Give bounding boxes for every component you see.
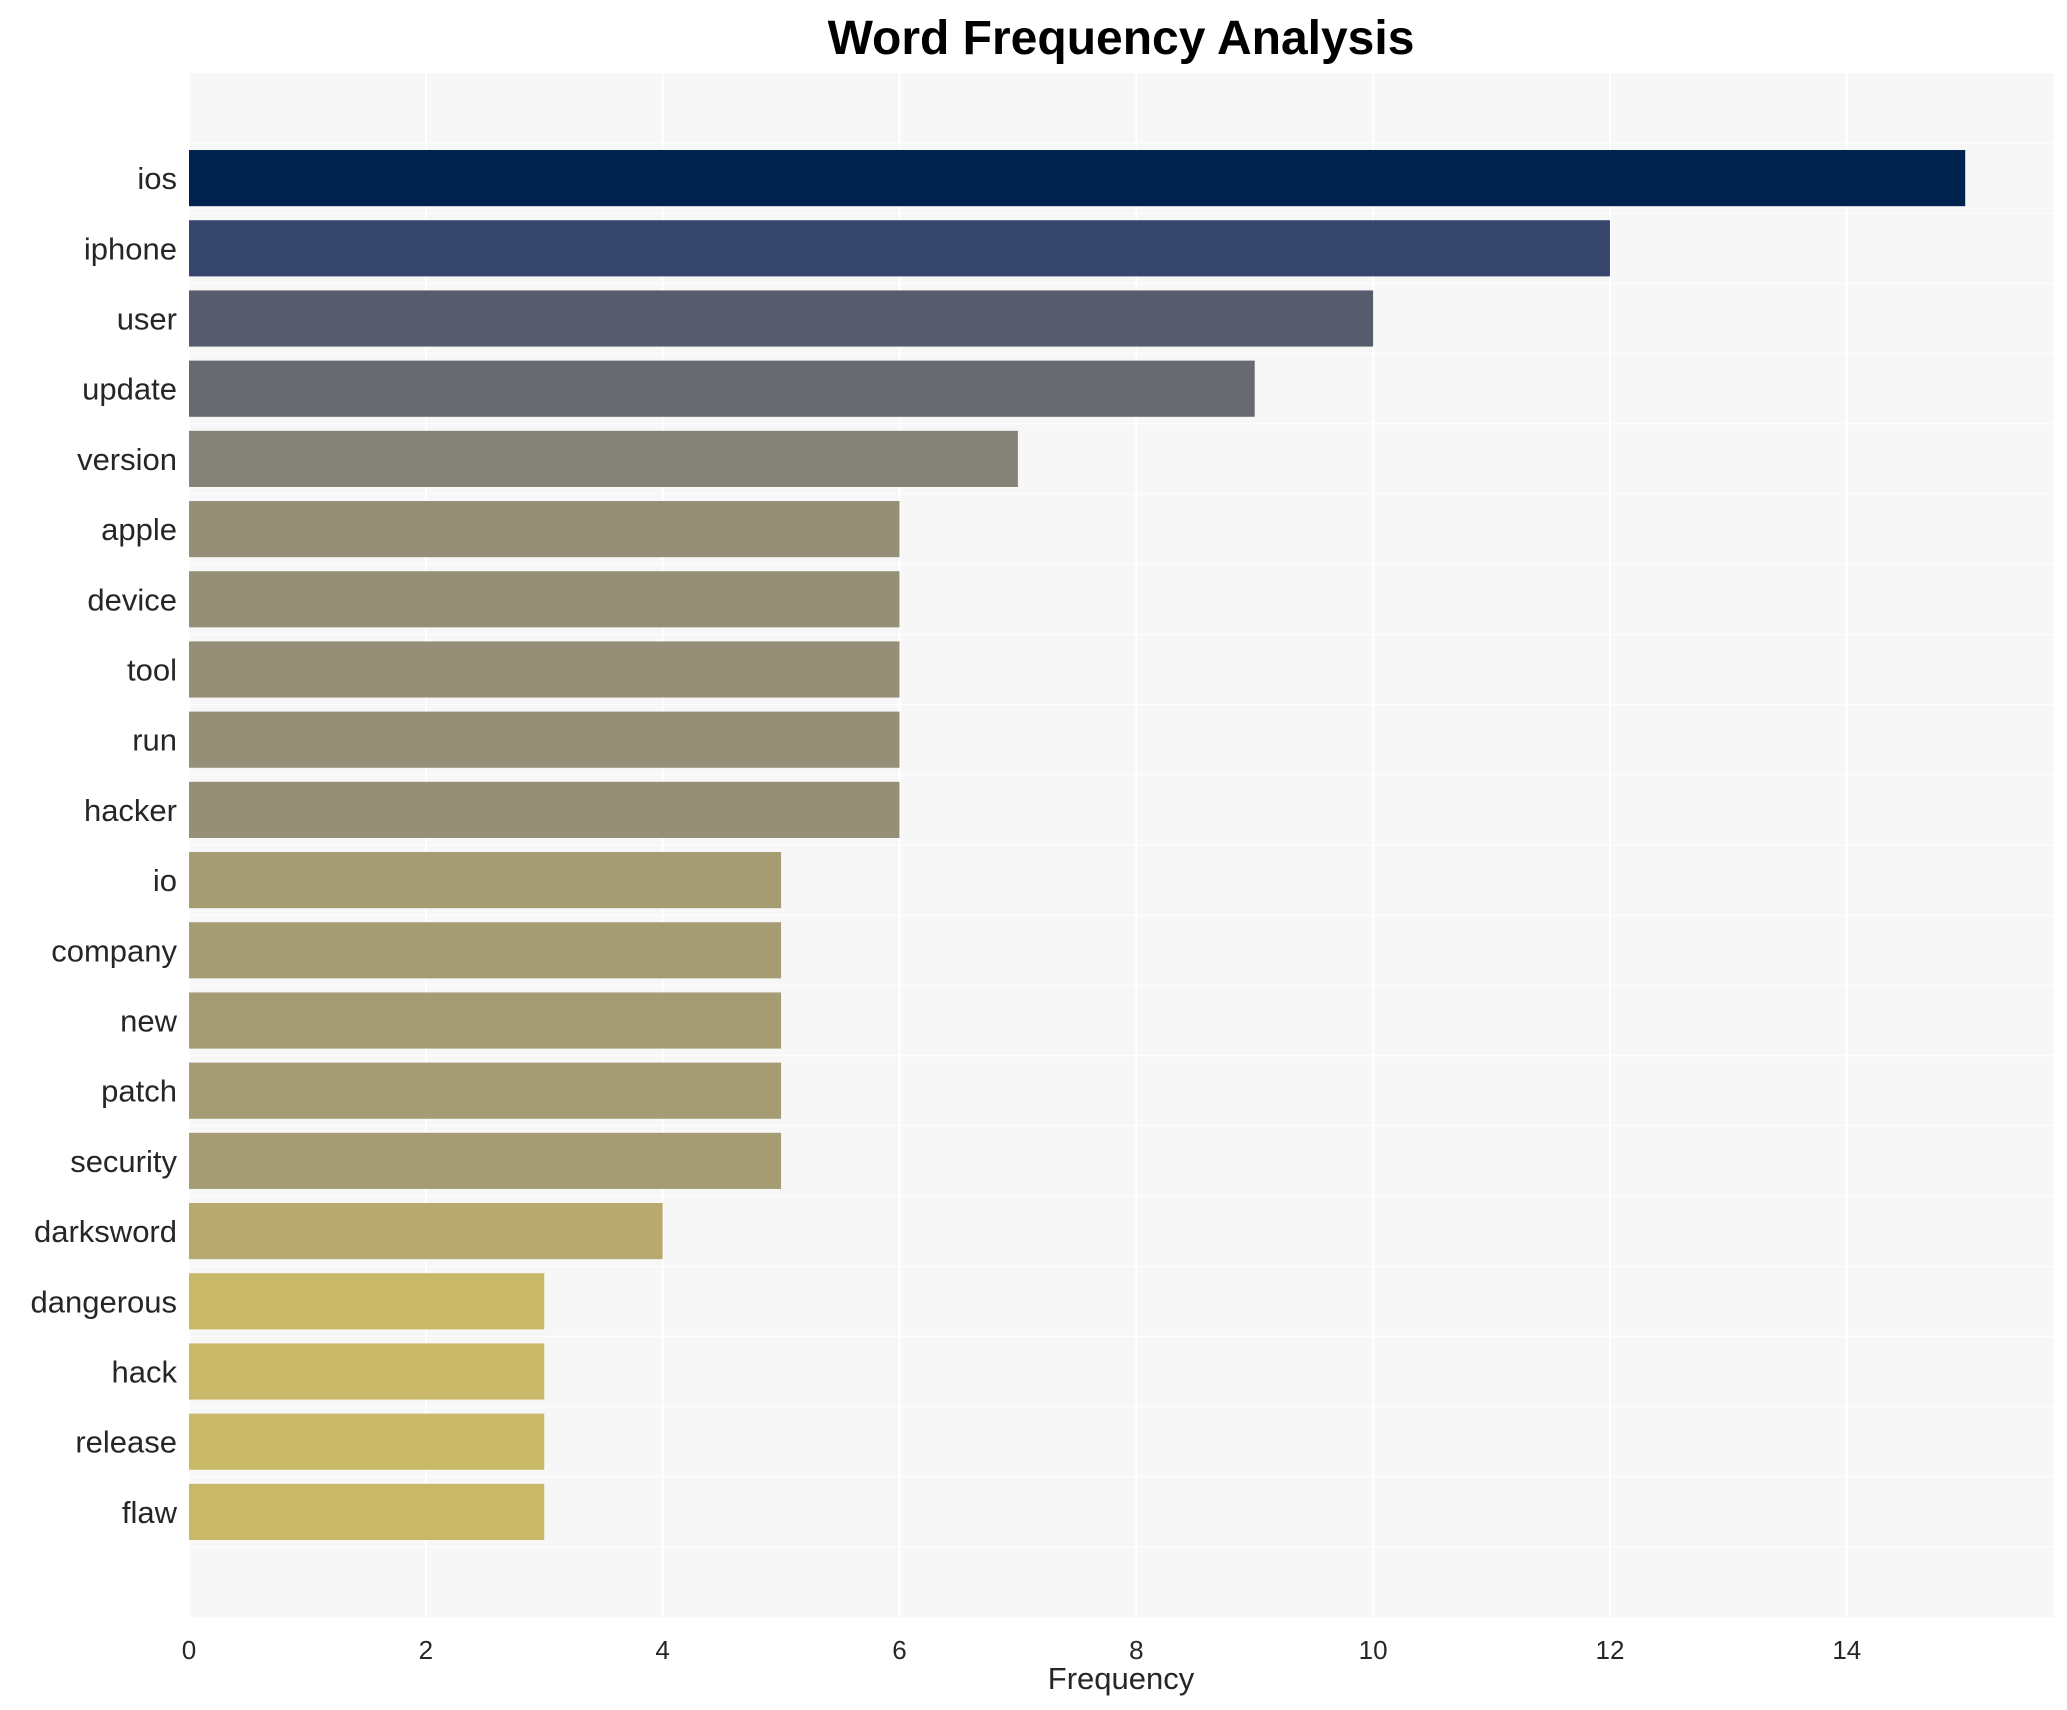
bar-dangerous [189,1273,545,1330]
bar-hack [189,1343,545,1400]
bar-version [189,430,1018,487]
x-tick-labels: 0 2 4 6 8 10 12 14 [182,1635,1861,1665]
bar-io [189,852,782,909]
chart-title: Word Frequency Analysis [828,12,1415,65]
category-label-iphone: iphone [84,231,177,266]
bar-company [189,922,782,979]
category-label-tool: tool [127,653,177,688]
category-label-hack: hack [112,1355,178,1390]
x-tick-label: 14 [1832,1635,1861,1665]
x-axis-title: Frequency [1048,1661,1195,1696]
bar-user [189,290,1374,347]
bar-darksword [189,1203,663,1260]
bars [189,150,1966,1540]
category-label-apple: apple [101,512,177,547]
category-label-ios: ios [137,161,177,196]
category-label-patch: patch [101,1074,177,1109]
category-label-darksword: darksword [34,1214,177,1249]
category-label-flaw: flaw [122,1495,178,1530]
x-tick-label: 12 [1595,1635,1624,1665]
bar-hacker [189,781,900,838]
x-tick-label: 2 [419,1635,433,1665]
category-label-version: version [77,442,177,477]
bar-device [189,571,900,628]
category-label-dangerous: dangerous [30,1284,177,1319]
bar-update [189,360,1255,417]
bar-apple [189,501,900,558]
category-label-device: device [87,582,177,617]
category-label-company: company [51,933,177,968]
category-label-new: new [120,1004,177,1039]
x-tick-label: 4 [655,1635,669,1665]
category-label-user: user [117,302,177,337]
bar-ios [189,150,1966,207]
category-label-security: security [70,1144,177,1179]
x-tick-label: 10 [1359,1635,1388,1665]
x-tick-label: 0 [182,1635,196,1665]
grid-lines [188,73,2054,1617]
bar-run [189,711,900,768]
bar-flaw [189,1483,545,1540]
bar-release [189,1413,545,1470]
category-label-hacker: hacker [84,793,177,828]
category-labels: ios iphone user update version apple device too… [30,161,177,1530]
bar-new [189,992,782,1049]
category-label-run: run [132,723,177,758]
bar-security [189,1132,782,1189]
bar-iphone [189,220,1610,277]
category-label-io: io [153,863,177,898]
category-label-update: update [82,372,177,407]
x-tick-label: 8 [1129,1635,1143,1665]
bar-patch [189,1062,782,1119]
bar-tool [189,641,900,698]
x-tick-label: 6 [892,1635,906,1665]
category-label-release: release [75,1425,177,1460]
